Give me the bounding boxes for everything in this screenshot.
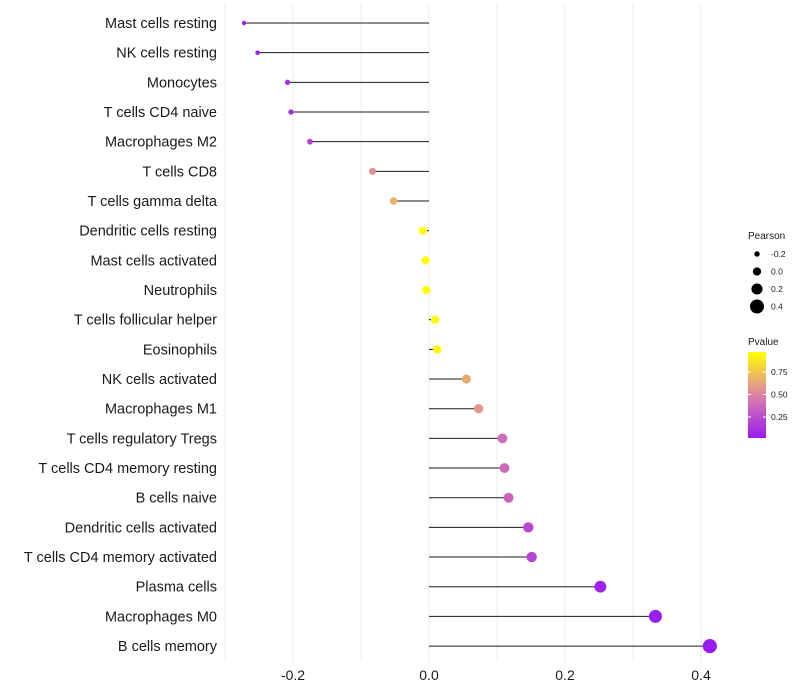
data-point xyxy=(473,404,484,414)
data-point xyxy=(430,315,440,324)
size-legend-key xyxy=(751,283,763,295)
y-axis-label: Eosinophils xyxy=(143,342,217,358)
x-axis-ticks: -0.2 0.0 0.2 0.4 xyxy=(281,667,711,683)
grid-layer xyxy=(224,5,702,662)
data-point xyxy=(497,433,508,444)
size-legend-label: 0.4 xyxy=(771,302,783,312)
y-axis-label: T cells follicular helper xyxy=(74,313,217,329)
data-point xyxy=(307,138,313,145)
y-axis-label: Monocytes xyxy=(147,75,217,91)
y-axis-label: Plasma cells xyxy=(136,580,217,596)
data-point xyxy=(369,167,377,175)
size-legend-label: -0.2 xyxy=(771,249,786,259)
stems-layer xyxy=(244,22,710,647)
y-axis-label: NK cells activated xyxy=(102,372,217,388)
data-point xyxy=(526,551,537,563)
size-legend: Pearson -0.2 0.0 0.2 0.4 xyxy=(748,231,786,314)
data-point xyxy=(418,226,427,235)
color-legend-label: 0.25 xyxy=(771,412,788,422)
y-axis-label: T cells CD4 memory resting xyxy=(38,461,217,477)
data-point xyxy=(389,197,398,205)
data-point xyxy=(421,256,430,265)
y-axis-label: Macrophages M2 xyxy=(105,135,217,151)
y-axis-label: T cells regulatory Tregs xyxy=(67,431,217,447)
y-axis-label: B cells naive xyxy=(136,491,217,507)
y-axis-label: T cells CD4 memory activated xyxy=(24,550,217,566)
data-point xyxy=(284,79,291,85)
color-legend-title: Pvalue xyxy=(748,337,779,348)
data-point xyxy=(702,638,717,654)
y-axis-label: B cells memory xyxy=(118,639,218,655)
y-axis-label: Macrophages M0 xyxy=(105,609,217,625)
x-tick-label: -0.2 xyxy=(281,667,305,683)
y-axis-label: T cells gamma delta xyxy=(88,194,218,210)
size-legend-key xyxy=(754,251,760,257)
size-legend-title: Pearson xyxy=(748,231,785,242)
size-legend-key xyxy=(752,267,762,276)
data-point xyxy=(594,580,607,593)
x-tick-label: 0.4 xyxy=(691,667,711,683)
y-axis-labels: Mast cells resting NK cells resting Monocy… xyxy=(24,16,218,655)
size-legend-key xyxy=(750,299,764,314)
y-axis-label: Neutrophils xyxy=(144,283,217,299)
color-legend-label: 0.50 xyxy=(771,390,788,400)
size-legend-label: 0.2 xyxy=(771,284,783,294)
data-point xyxy=(499,463,510,473)
color-legend-label: 0.75 xyxy=(771,367,788,377)
data-point xyxy=(503,492,514,503)
y-axis-label: NK cells resting xyxy=(116,46,217,62)
color-legend: Pvalue 0.75 0.50 0.25 xyxy=(748,337,788,438)
data-point xyxy=(255,50,260,56)
y-axis-label: Macrophages M1 xyxy=(105,402,217,418)
x-tick-label: 0.2 xyxy=(555,667,575,683)
y-axis-label: Dendritic cells activated xyxy=(65,520,217,536)
color-legend-bar xyxy=(748,352,766,438)
data-point xyxy=(461,374,471,384)
size-legend-label: 0.0 xyxy=(771,267,783,277)
y-axis-label: Dendritic cells resting xyxy=(79,224,217,240)
x-tick-label: 0.0 xyxy=(419,667,439,683)
y-axis-label: T cells CD4 naive xyxy=(104,105,217,121)
points-layer xyxy=(241,20,717,654)
y-axis-label: Mast cells resting xyxy=(105,16,217,32)
data-point xyxy=(432,345,442,354)
data-point xyxy=(288,109,294,115)
data-point xyxy=(523,522,534,533)
data-point xyxy=(422,285,431,295)
data-point xyxy=(648,609,662,623)
data-point xyxy=(241,20,247,26)
y-axis-label: Mast cells activated xyxy=(90,253,217,269)
y-axis-label: T cells CD8 xyxy=(142,164,217,180)
